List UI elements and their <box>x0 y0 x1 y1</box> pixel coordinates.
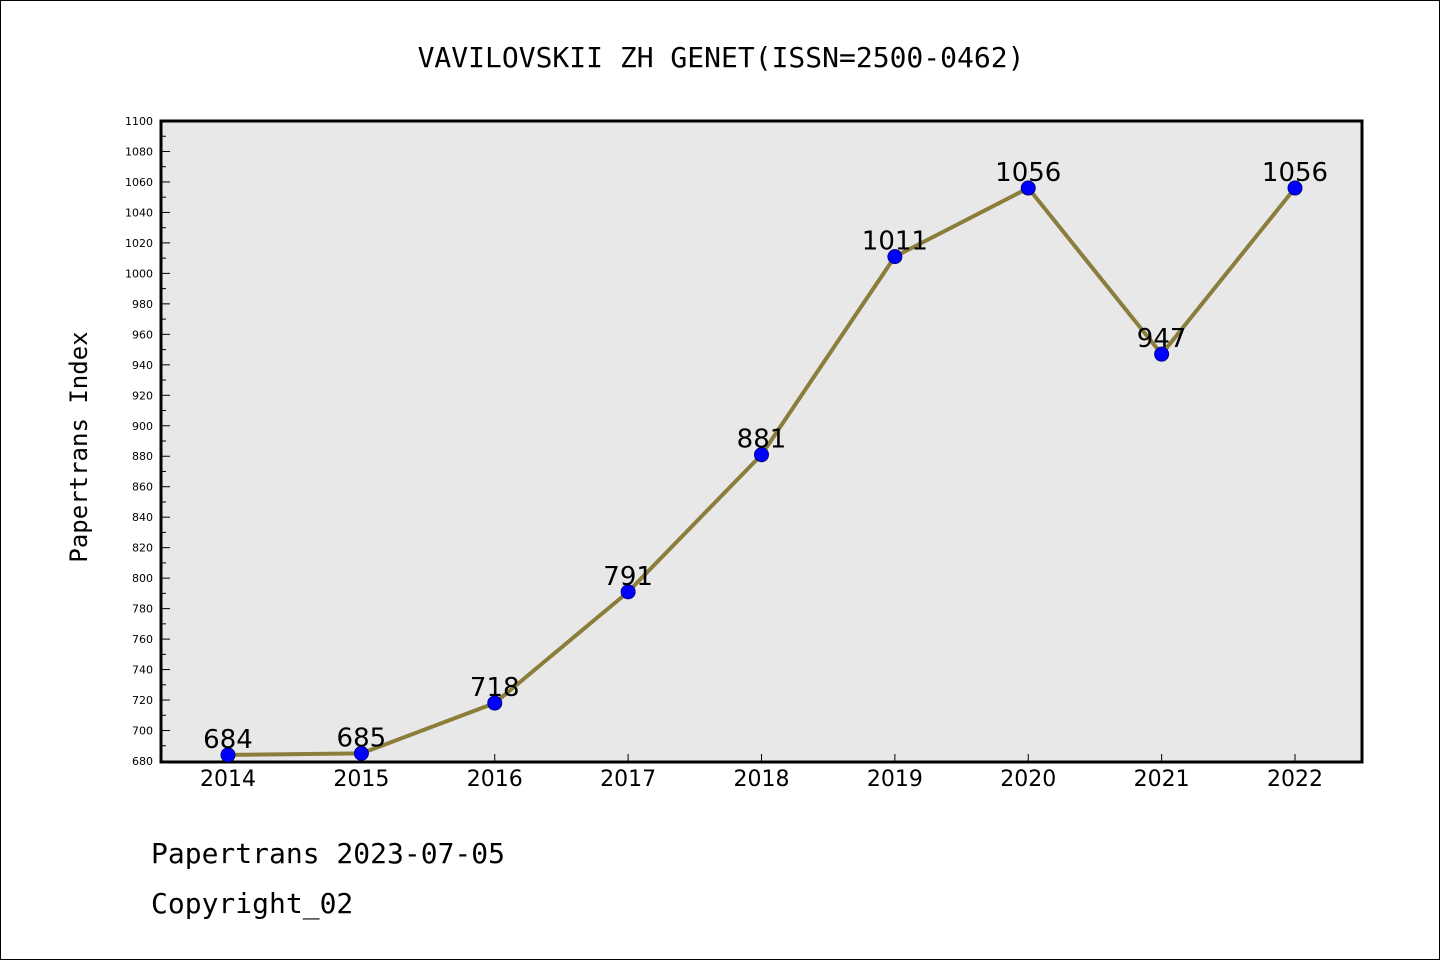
data-label: 1011 <box>862 227 928 257</box>
x-tick-label: 2019 <box>867 767 923 792</box>
y-tick-label: 820 <box>132 542 153 555</box>
data-label: 1056 <box>995 158 1061 188</box>
data-point <box>353 745 369 761</box>
chart-title: VAVILOVSKII ZH GENET(ISSN=2500-0462) <box>418 41 1025 74</box>
data-point <box>754 447 769 463</box>
data-points <box>220 180 1303 763</box>
data-label: 791 <box>603 562 653 592</box>
y-tick-label: 740 <box>132 664 153 677</box>
data-label: 718 <box>470 673 520 703</box>
footer-date: Papertrans 2023-07-05 <box>151 837 506 870</box>
y-tick-label: 840 <box>132 511 153 524</box>
y-tick-label: 760 <box>132 633 153 646</box>
data-label: 1056 <box>1262 158 1328 188</box>
y-tick-label: 700 <box>132 725 153 738</box>
y-tick-label: 980 <box>132 298 153 311</box>
y-tick-label: 1060 <box>125 176 153 189</box>
y-tick-label: 860 <box>132 481 153 494</box>
data-point <box>1154 346 1170 362</box>
data-point <box>887 249 903 265</box>
y-tick-label: 1000 <box>125 267 153 280</box>
x-tick-label: 2017 <box>600 767 656 792</box>
x-tick-label: 2014 <box>200 767 256 792</box>
y-axis: 680 700 720 740 760 780 800 820 840 860 880 900 920 9… <box>125 115 170 768</box>
y-tick-label: 920 <box>132 389 153 402</box>
x-tick-label: 2021 <box>1134 767 1190 792</box>
data-point <box>220 747 236 763</box>
data-label: 684 <box>203 725 253 755</box>
y-tick-label: 720 <box>132 694 153 707</box>
y-axis-label: Papertrans Index <box>65 331 93 562</box>
x-tick-label: 2018 <box>734 767 790 792</box>
y-tick-label: 1020 <box>125 237 153 250</box>
footer-copyright: Copyright_02 <box>151 887 354 920</box>
y-tick-label: 880 <box>132 450 153 463</box>
data-point <box>1020 180 1036 196</box>
x-tick-label: 2016 <box>467 767 523 792</box>
y-tick-label: 940 <box>132 359 153 372</box>
data-label: 947 <box>1137 324 1187 354</box>
data-label: 685 <box>337 723 387 753</box>
x-tick-label: 2022 <box>1267 767 1323 792</box>
y-tick-label: 960 <box>132 328 153 341</box>
y-tick-label: 780 <box>132 603 153 616</box>
data-labels: 684 685 718 791 881 1011 1056 947 1056 <box>203 158 1328 755</box>
x-tick-label: 2020 <box>1000 767 1056 792</box>
y-tick-label: 1040 <box>125 206 153 219</box>
y-tick-label: 1080 <box>125 145 153 158</box>
data-point <box>620 584 636 600</box>
y-tick-label: 900 <box>132 420 153 433</box>
plot-area <box>159 119 1364 764</box>
data-point <box>1287 180 1303 196</box>
y-tick-label: 680 <box>132 755 153 768</box>
y-tick-label: 1100 <box>125 115 153 128</box>
y-tick-label: 800 <box>132 572 153 585</box>
data-point <box>487 695 503 711</box>
x-tick-label: 2015 <box>333 767 389 792</box>
x-axis: 2014 2015 2016 2017 2018 2019 2020 2021 2022 <box>200 754 1323 792</box>
data-label: 881 <box>737 425 787 455</box>
